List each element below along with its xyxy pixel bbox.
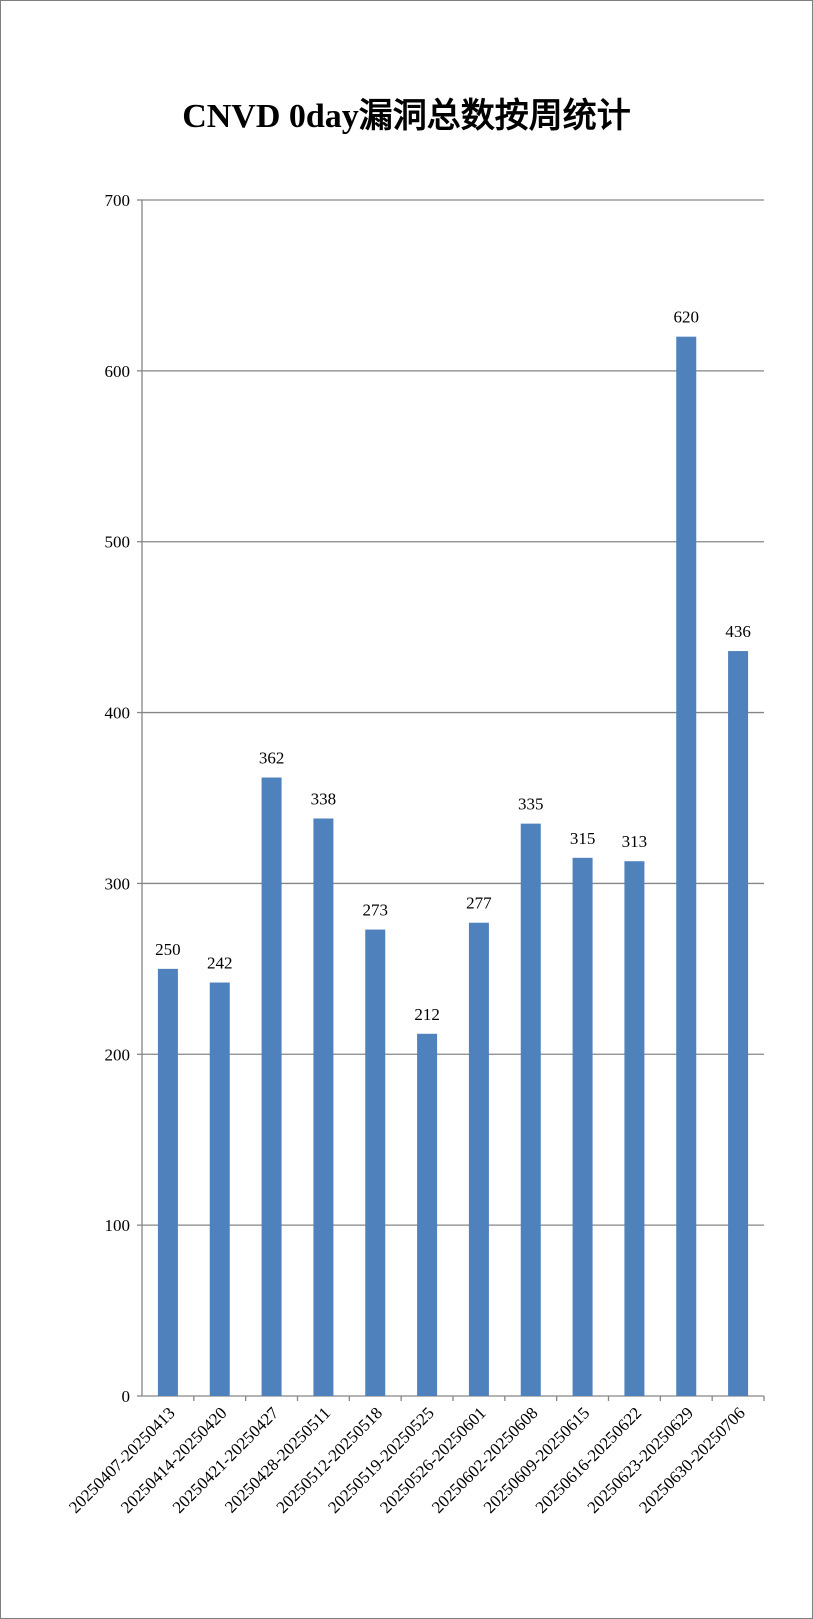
data-label: 242 xyxy=(207,954,233,973)
y-tick-label: 400 xyxy=(105,704,131,723)
bar xyxy=(468,922,489,1396)
bar xyxy=(676,336,697,1397)
data-label: 212 xyxy=(414,1005,440,1024)
data-label: 273 xyxy=(363,901,389,920)
y-tick-label: 100 xyxy=(105,1216,131,1235)
data-label: 436 xyxy=(725,622,751,641)
bar xyxy=(572,857,593,1396)
bar xyxy=(624,861,645,1396)
bar xyxy=(417,1033,438,1396)
y-tick-label: 500 xyxy=(105,533,131,552)
data-label: 277 xyxy=(466,894,492,913)
bar xyxy=(313,818,334,1396)
data-label: 338 xyxy=(311,790,337,809)
data-label: 313 xyxy=(622,832,648,851)
bar xyxy=(365,929,386,1396)
bar xyxy=(209,982,230,1396)
data-label: 620 xyxy=(674,308,700,327)
bar xyxy=(157,968,178,1396)
y-tick-label: 600 xyxy=(105,362,131,381)
bar xyxy=(728,651,749,1396)
data-label: 362 xyxy=(259,748,285,767)
bar xyxy=(520,823,541,1396)
y-tick-label: 0 xyxy=(122,1387,131,1406)
bar xyxy=(261,777,282,1396)
y-tick-label: 300 xyxy=(105,874,131,893)
data-label: 250 xyxy=(155,940,181,959)
chart-title: CNVD 0day漏洞总数按周统计 xyxy=(182,98,631,135)
y-tick-label: 700 xyxy=(105,191,131,210)
data-label: 335 xyxy=(518,795,544,814)
data-label: 315 xyxy=(570,829,596,848)
y-tick-label: 200 xyxy=(105,1045,131,1064)
